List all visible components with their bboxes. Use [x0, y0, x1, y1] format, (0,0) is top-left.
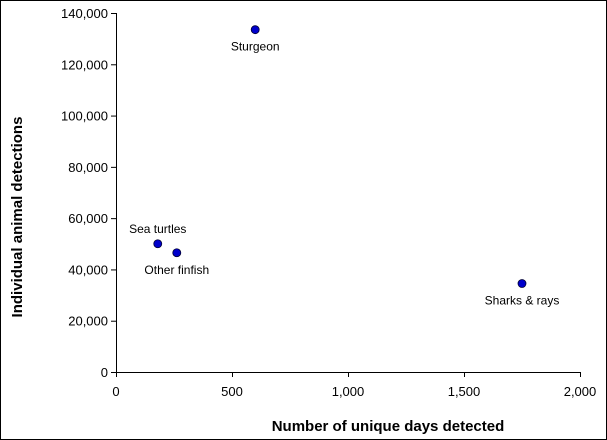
y-tick-label: 40,000 [68, 262, 108, 277]
y-tick-label: 120,000 [61, 57, 108, 72]
y-tick-label: 60,000 [68, 211, 108, 226]
data-point [250, 25, 260, 35]
data-point-label: Other finfish [144, 263, 209, 277]
y-tick-label: 100,000 [61, 109, 108, 124]
x-tick-label: 2,000 [564, 384, 597, 399]
data-point-label: Sturgeon [231, 40, 280, 54]
x-tick-label: 1,500 [448, 384, 481, 399]
y-tick-label: 140,000 [61, 6, 108, 21]
x-tick-label: 0 [112, 384, 119, 399]
x-tick-label: 1,000 [332, 384, 365, 399]
x-tick-label: 500 [221, 384, 243, 399]
data-point [517, 279, 527, 288]
x-ticks: 0 500 1,000 1,500 2,000 [112, 372, 596, 399]
y-axis-title: Individual animal detections [9, 117, 26, 318]
y-tick-label: 0 [101, 365, 108, 380]
data-points: Sturgeon Sea turtles Other finfish Sharks &… [129, 25, 560, 308]
x-axis-title: Number of unique days detected [272, 418, 505, 435]
y-tick-label: 20,000 [68, 314, 108, 329]
data-point-label: Sea turtles [129, 222, 186, 236]
y-tick-label: 80,000 [68, 160, 108, 175]
data-point [172, 248, 182, 258]
y-ticks: 0 20,000 40,000 60,000 80,000 100,000 120,000 1… [61, 6, 116, 380]
data-point-label: Sharks & rays [485, 294, 560, 308]
axes [116, 13, 580, 373]
data-point [153, 239, 163, 249]
